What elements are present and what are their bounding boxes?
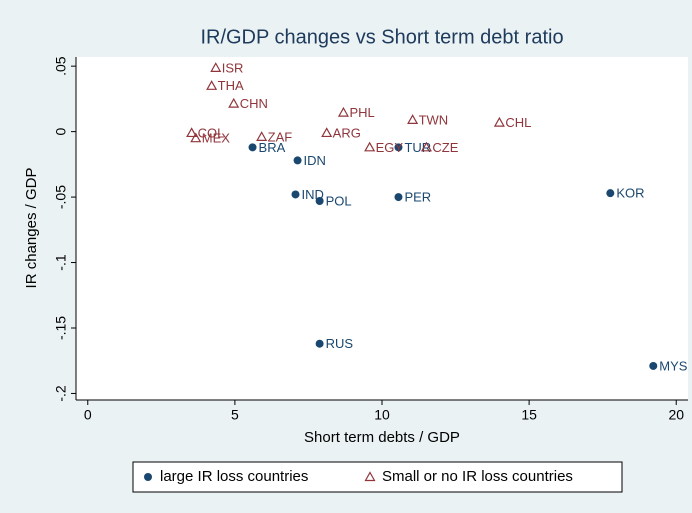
point-label: THA (218, 78, 244, 93)
x-tick-label: 20 (668, 407, 684, 423)
point (315, 197, 324, 206)
point (206, 80, 218, 90)
point-label: ARG (333, 125, 361, 140)
x-tick-label: 15 (521, 407, 537, 423)
x-tick-label: 0 (84, 407, 92, 423)
point-label: ISR (222, 60, 244, 75)
y-tick-label: -.15 (53, 316, 69, 340)
y-tick-label: -.1 (53, 254, 69, 271)
point-label: MYS (659, 358, 688, 373)
y-tick-label: -.05 (53, 185, 69, 209)
point (364, 141, 376, 152)
point-label: RUS (326, 336, 354, 351)
point-label: KOR (616, 186, 644, 201)
point (228, 97, 240, 108)
point (321, 127, 333, 138)
point-label: POL (326, 193, 352, 208)
point-label: COL (198, 125, 225, 140)
point (210, 62, 222, 72)
point (394, 143, 403, 152)
point (337, 106, 349, 117)
point (186, 127, 198, 138)
point-label: TUR (404, 140, 431, 155)
point (293, 156, 302, 165)
point-label: CZE (432, 140, 458, 155)
y-axis-title: IR changes / GDP (23, 168, 40, 289)
point (493, 116, 505, 127)
legend-label: large IR loss countries (160, 468, 308, 485)
point (190, 132, 202, 143)
point-label: PER (404, 190, 431, 205)
y-tick-label: .05 (53, 56, 69, 76)
legend-marker (144, 473, 152, 481)
point-label: BRA (259, 140, 286, 155)
y-tick-label: -.2 (53, 385, 69, 402)
point (394, 193, 403, 202)
chart-title: IR/GDP changes vs Short term debt ratio (200, 26, 563, 48)
point (315, 339, 324, 348)
point-label: EGY (376, 140, 404, 155)
point-label: IDN (304, 153, 326, 168)
point (649, 361, 658, 370)
x-tick-label: 10 (374, 407, 390, 423)
legend-marker (364, 471, 376, 482)
point-label: MEX (202, 131, 231, 146)
point-label: ZAF (268, 129, 293, 144)
point (291, 190, 300, 199)
point-label: CHL (505, 115, 531, 130)
point (256, 131, 268, 141)
point (420, 141, 432, 152)
x-tick-label: 5 (231, 407, 239, 423)
point (248, 143, 257, 152)
legend (132, 461, 623, 493)
point-label: CHN (240, 96, 268, 111)
legend-label: Small or no IR loss countries (382, 468, 573, 485)
x-axis-title: Short term debts / GDP (304, 429, 460, 446)
plot-area (76, 57, 688, 400)
y-tick-label: 0 (53, 128, 69, 136)
point (407, 114, 419, 124)
point-label: TWN (419, 112, 449, 127)
point-label: PHL (349, 105, 374, 120)
point (606, 189, 615, 198)
